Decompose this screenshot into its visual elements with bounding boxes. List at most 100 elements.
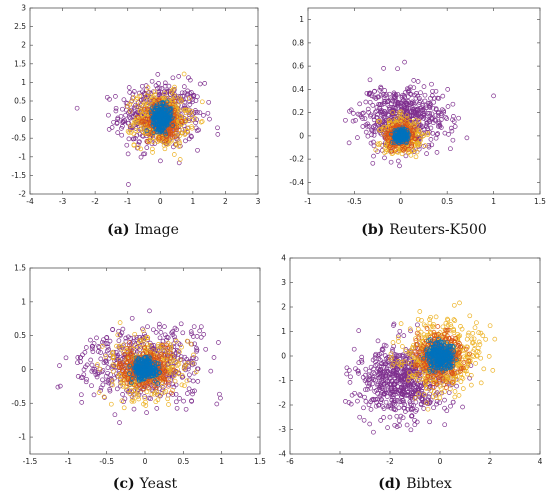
scatter-point	[448, 403, 453, 409]
scatter-point	[191, 352, 196, 358]
scatter-point	[387, 143, 393, 149]
scatter-point	[392, 388, 398, 394]
scatter-point	[152, 368, 158, 374]
scatter-point	[383, 110, 388, 116]
scatter-point	[176, 74, 182, 79]
scatter-point	[409, 141, 415, 147]
scatter-point	[141, 359, 147, 364]
panel-caption-title: Reuters-K500	[389, 222, 487, 238]
y-tick-label: 2	[21, 41, 26, 50]
scatter-point	[136, 128, 142, 133]
scatter-point	[388, 405, 394, 411]
scatter-point	[348, 374, 353, 380]
scatter-point	[138, 146, 144, 152]
scatter-point	[145, 85, 151, 90]
scatter-point	[163, 131, 168, 137]
scatter-point	[92, 366, 98, 372]
scatter-point	[424, 105, 429, 111]
scatter-point	[152, 359, 158, 365]
scatter-point	[377, 127, 382, 133]
scatter-point	[377, 384, 383, 390]
scatter-point	[149, 391, 155, 397]
scatter-point	[368, 407, 374, 412]
scatter-point	[176, 131, 182, 136]
scatter-point	[188, 341, 194, 347]
scatter-point	[142, 107, 148, 113]
scatter-point	[119, 398, 125, 404]
scatter-point	[403, 409, 408, 414]
scatter-point	[151, 327, 156, 333]
scatter-point	[394, 136, 399, 141]
scatter-point	[426, 142, 432, 148]
scatter-point	[174, 405, 180, 411]
scatter-point	[121, 119, 126, 125]
scatter-point	[403, 153, 409, 159]
scatter-point	[373, 397, 378, 402]
scatter-point	[442, 405, 447, 411]
scatter-point	[394, 119, 400, 125]
scatter-point	[390, 110, 396, 115]
scatter-point	[178, 321, 184, 327]
scatter-point	[151, 98, 157, 103]
scatter-point	[176, 361, 182, 367]
scatter-point	[145, 116, 150, 122]
scatter-point	[380, 116, 385, 122]
scatter-point	[397, 353, 403, 358]
scatter-point	[134, 111, 140, 116]
scatter-point	[385, 425, 390, 430]
scatter-point	[137, 108, 143, 114]
scatter-point	[412, 417, 417, 423]
scatter-point	[106, 112, 111, 118]
scatter-point	[384, 131, 389, 136]
scatter-point	[153, 126, 158, 131]
scatter-point	[418, 98, 423, 104]
scatter-point	[151, 353, 156, 358]
scatter-point	[346, 140, 352, 146]
panel-caption-tag: (c)	[113, 476, 135, 492]
y-tick-label: 1.5	[14, 264, 26, 273]
scatter-point	[171, 87, 176, 92]
scatter-point	[491, 93, 496, 99]
scatter-point	[134, 344, 140, 350]
scatter-point	[206, 99, 212, 105]
scatter-point	[98, 356, 104, 362]
scatter-point	[94, 335, 99, 341]
scatter-point	[177, 342, 183, 348]
scatter-point	[157, 119, 162, 124]
scatter-point	[176, 138, 182, 144]
scatter-point	[194, 348, 199, 354]
scatter-point	[92, 369, 97, 374]
scatter-point	[89, 383, 94, 389]
scatter-point	[180, 330, 186, 336]
scatter-point	[355, 398, 360, 404]
scatter-point	[170, 329, 175, 334]
scatter-point	[349, 392, 355, 398]
scatter-point	[140, 387, 146, 392]
scatter-point	[395, 102, 401, 108]
scatter-point	[215, 132, 221, 137]
scatter-point	[116, 338, 122, 344]
scatter-point	[401, 93, 407, 98]
scatter-point	[122, 352, 127, 357]
scatter-point	[149, 111, 154, 117]
scatter-point	[157, 106, 162, 112]
scatter-point	[400, 146, 406, 152]
scatter-point	[164, 356, 170, 362]
scatter-point	[152, 120, 158, 126]
scatter-point	[193, 369, 199, 375]
scatter-point	[395, 158, 401, 164]
scatter-point	[134, 103, 140, 109]
scatter-point	[156, 342, 161, 347]
scatter-point	[195, 147, 200, 153]
scatter-point	[105, 341, 111, 347]
scatter-point	[187, 102, 193, 107]
y-tick-label: -0.2	[289, 155, 304, 164]
scatter-point	[164, 371, 169, 377]
scatter-point	[182, 90, 188, 96]
scatter-point	[174, 327, 179, 332]
scatter-point	[376, 371, 382, 376]
scatter-point	[421, 84, 427, 89]
scatter-point	[140, 328, 146, 334]
scatter-point	[154, 355, 159, 361]
y-tick-label: 0	[299, 131, 304, 140]
